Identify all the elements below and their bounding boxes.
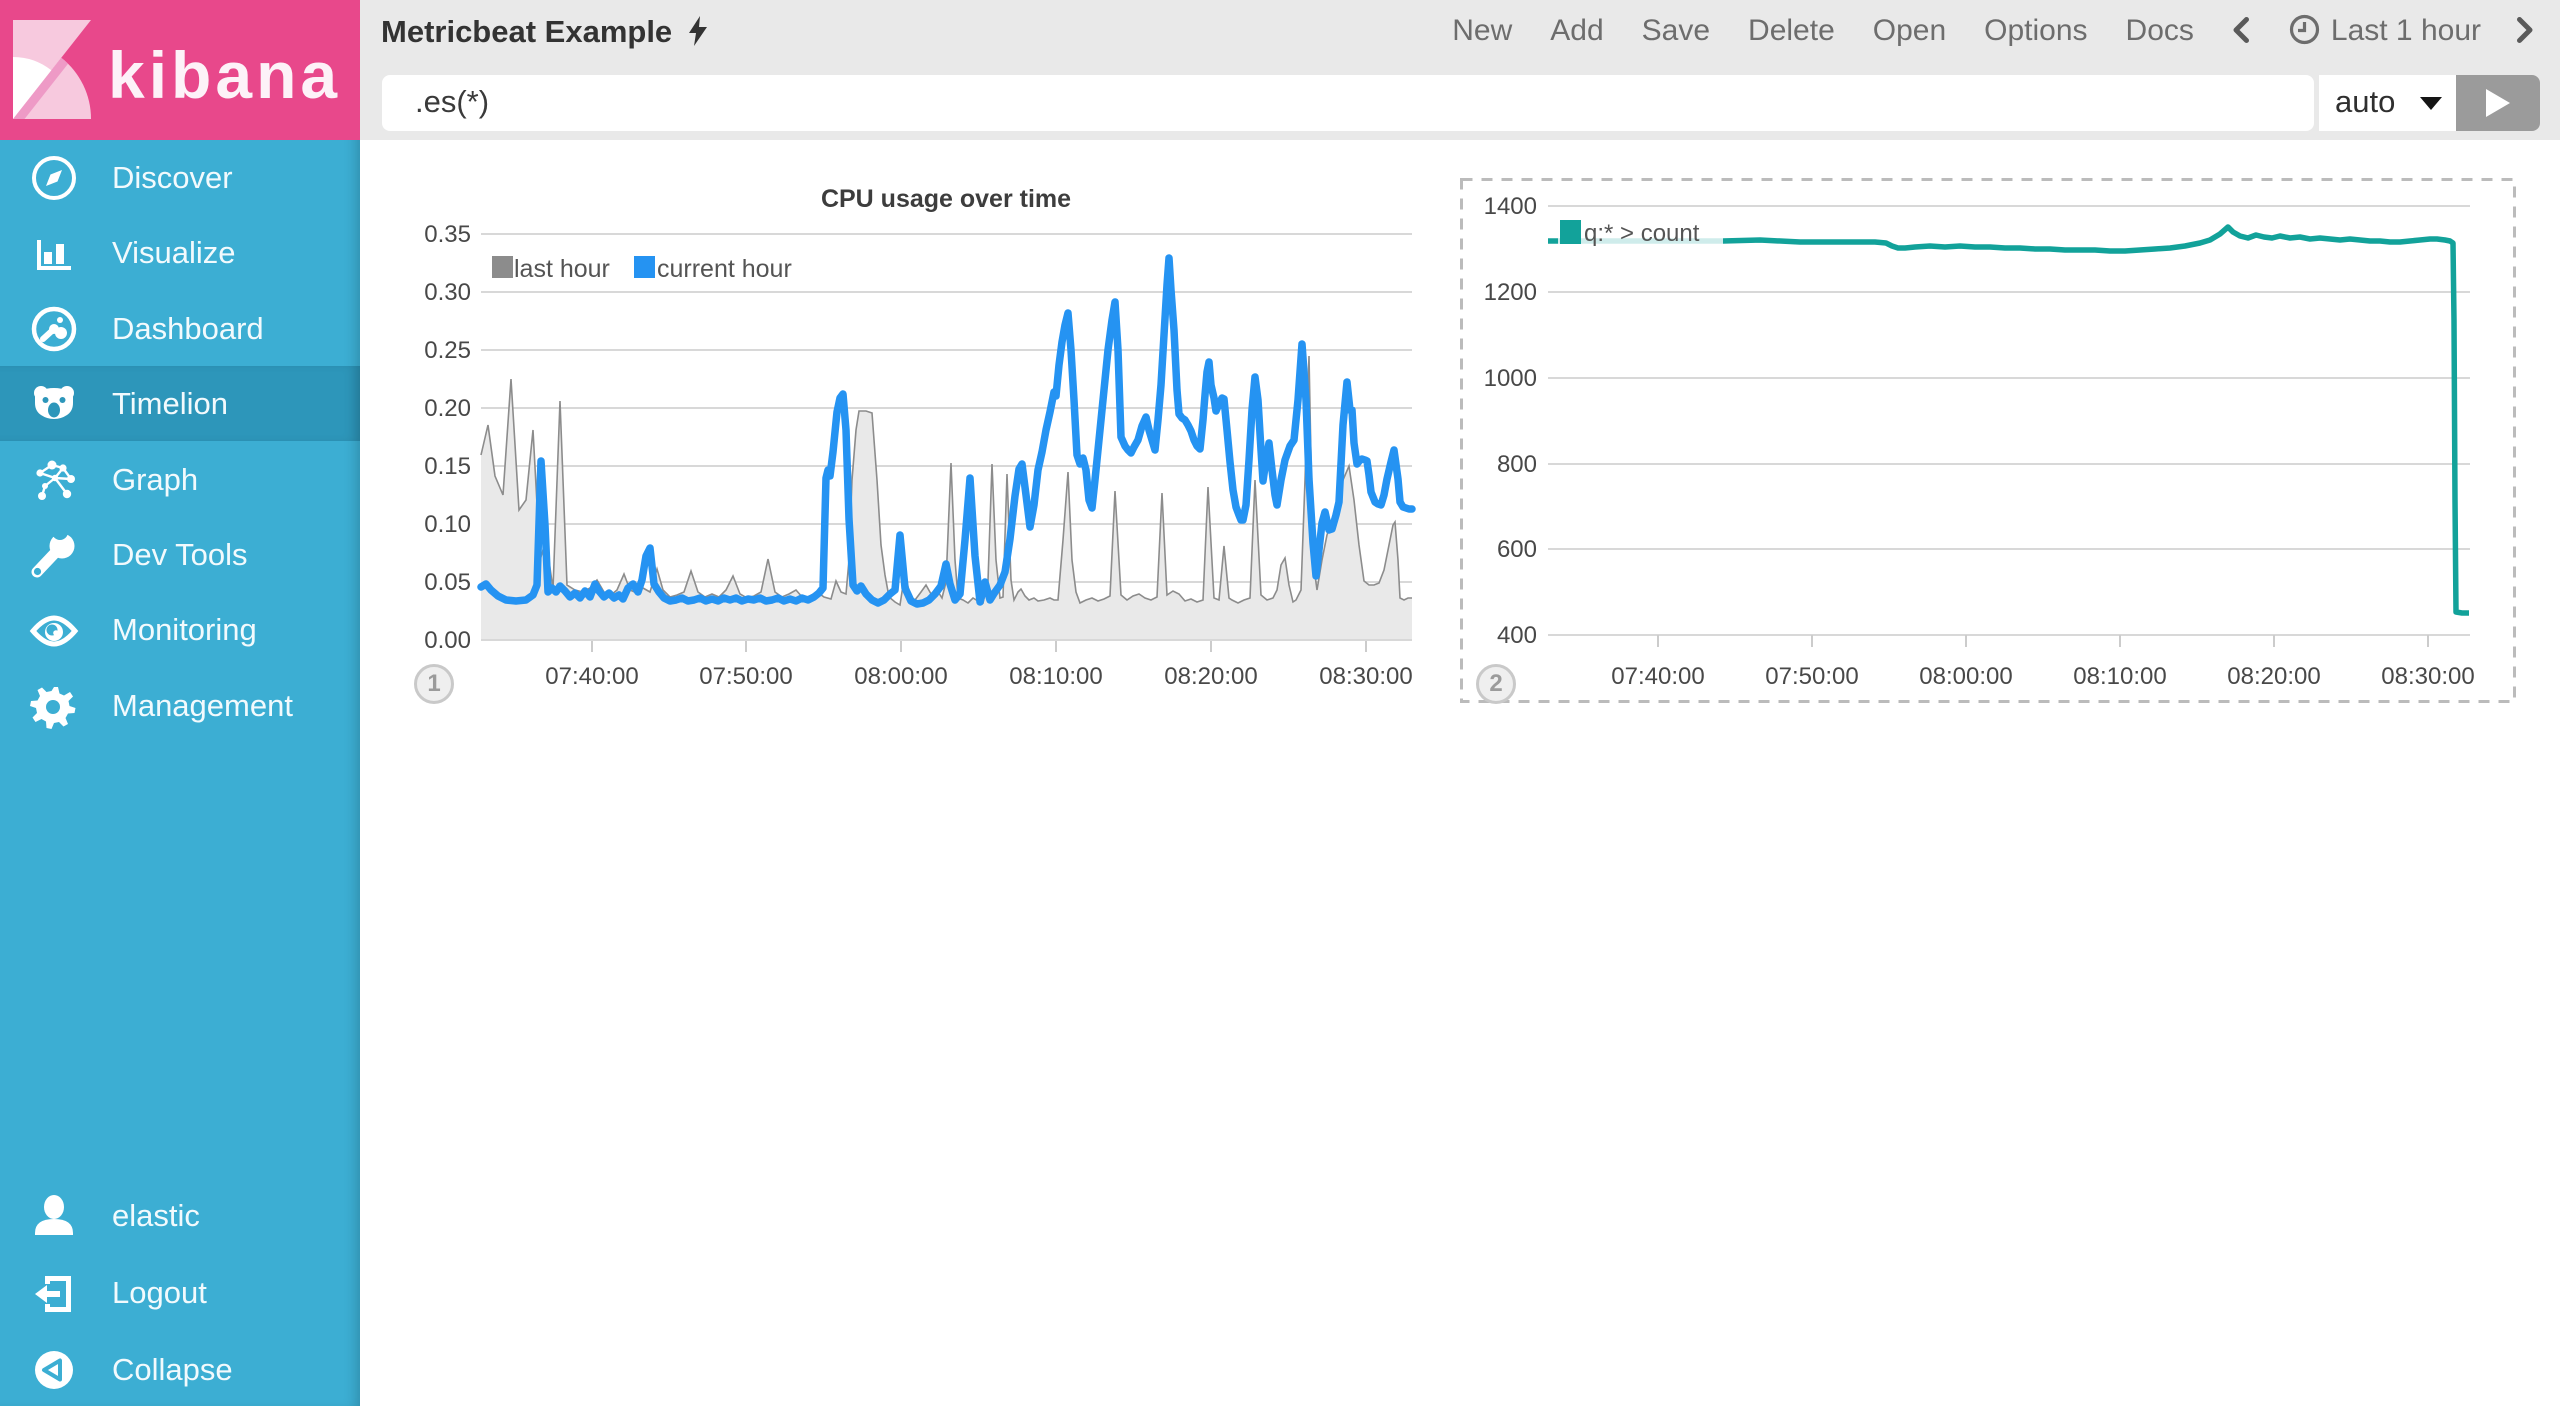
svg-text:1200: 1200 — [1484, 279, 1537, 306]
svg-text:0.10: 0.10 — [424, 511, 471, 538]
svg-text:800: 800 — [1497, 451, 1537, 478]
svg-text:last hour: last hour — [514, 255, 610, 283]
svg-text:07:40:00: 07:40:00 — [545, 663, 638, 690]
svg-text:0.25: 0.25 — [424, 337, 471, 364]
svg-text:08:00:00: 08:00:00 — [1919, 663, 2012, 690]
svg-text:0.05: 0.05 — [424, 569, 471, 596]
svg-text:08:30:00: 08:30:00 — [1319, 663, 1412, 690]
svg-text:0.15: 0.15 — [424, 453, 471, 480]
svg-text:0.35: 0.35 — [424, 221, 471, 248]
svg-text:0.00: 0.00 — [424, 627, 471, 654]
svg-text:07:50:00: 07:50:00 — [1765, 663, 1858, 690]
svg-text:600: 600 — [1497, 536, 1537, 563]
svg-text:07:40:00: 07:40:00 — [1611, 663, 1704, 690]
svg-text:08:30:00: 08:30:00 — [2381, 663, 2474, 690]
svg-text:CPU usage over time: CPU usage over time — [821, 185, 1071, 213]
svg-text:1400: 1400 — [1484, 193, 1537, 220]
svg-text:1000: 1000 — [1484, 365, 1537, 392]
svg-text:0.20: 0.20 — [424, 395, 471, 422]
svg-text:08:10:00: 08:10:00 — [1009, 663, 1102, 690]
svg-text:current hour: current hour — [657, 255, 792, 283]
svg-text:0.30: 0.30 — [424, 279, 471, 306]
svg-text:08:20:00: 08:20:00 — [1164, 663, 1257, 690]
svg-text:400: 400 — [1497, 622, 1537, 649]
svg-text:08:20:00: 08:20:00 — [2227, 663, 2320, 690]
svg-text:08:10:00: 08:10:00 — [2073, 663, 2166, 690]
svg-text:q:* > count: q:* > count — [1584, 220, 1700, 247]
svg-text:08:00:00: 08:00:00 — [854, 663, 947, 690]
svg-text:07:50:00: 07:50:00 — [699, 663, 792, 690]
